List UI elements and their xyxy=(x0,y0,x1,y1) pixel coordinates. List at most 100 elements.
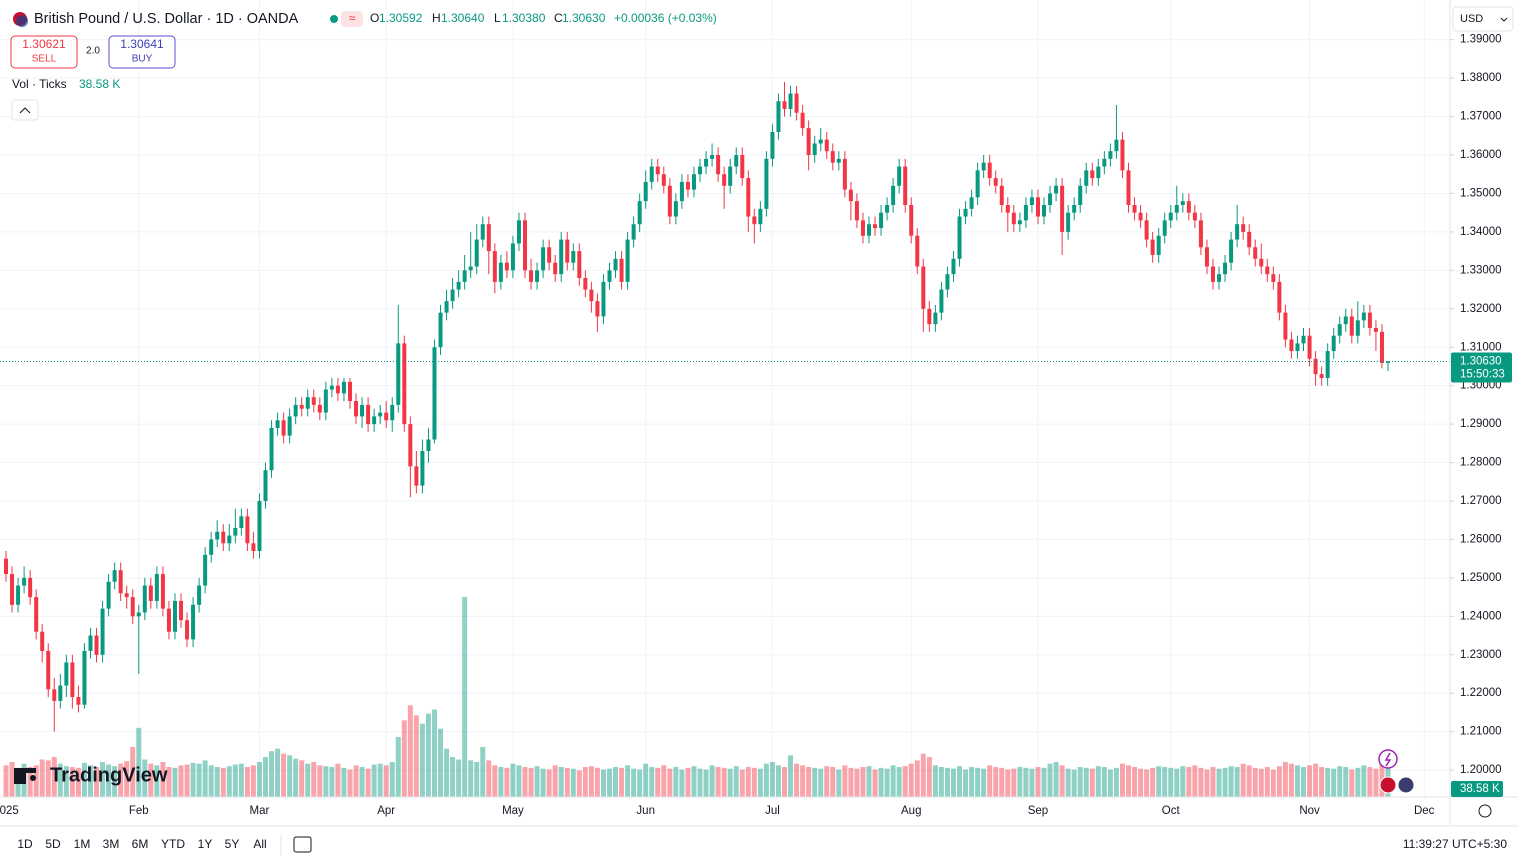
candle-body xyxy=(166,608,171,632)
candle-body xyxy=(939,289,944,313)
volume-bar xyxy=(184,764,190,797)
event-flag[interactable] xyxy=(1379,776,1397,794)
candle-body xyxy=(1241,224,1246,232)
volume-bar xyxy=(190,762,196,797)
currency-button[interactable] xyxy=(1452,6,1514,32)
candle-body xyxy=(764,158,769,209)
candle-body xyxy=(1042,204,1047,217)
date-range-icon[interactable] xyxy=(293,836,312,853)
range-button[interactable]: 5D xyxy=(45,837,61,851)
candle-body xyxy=(854,201,859,221)
volume-bar xyxy=(335,763,341,797)
volume-bar xyxy=(1071,769,1077,797)
volume-bar xyxy=(1270,769,1276,797)
candle-body xyxy=(263,470,268,501)
collapse-button[interactable] xyxy=(11,99,39,121)
candle-body xyxy=(10,574,15,605)
volume-bar xyxy=(1216,768,1222,797)
volume-legend: Vol · Ticks xyxy=(12,77,67,91)
candle-body xyxy=(842,158,847,190)
volume-bar xyxy=(1331,768,1337,797)
range-button[interactable]: 1M xyxy=(74,837,91,851)
candle-body xyxy=(1108,151,1113,159)
candle-body xyxy=(378,412,383,417)
range-button[interactable]: All xyxy=(253,837,266,851)
candle-body xyxy=(661,174,666,186)
candle-body xyxy=(1174,204,1179,213)
candle-body xyxy=(565,239,570,263)
candle-body xyxy=(94,635,99,655)
volume-bar xyxy=(896,767,902,797)
candle-body xyxy=(1271,274,1276,282)
volume-bar xyxy=(667,768,673,797)
candle-body xyxy=(595,301,600,317)
range-button[interactable]: 1D xyxy=(17,837,33,851)
data-badge[interactable] xyxy=(341,11,363,27)
volume-bar xyxy=(619,767,625,797)
candle-body xyxy=(154,574,159,601)
candle-body xyxy=(553,262,558,275)
candle-body xyxy=(136,612,141,617)
candle-body xyxy=(1247,231,1252,248)
range-button[interactable]: 1Y xyxy=(198,837,213,851)
candle-body xyxy=(649,166,654,182)
market-status[interactable] xyxy=(330,15,338,23)
candle-body xyxy=(444,301,449,313)
candle-body xyxy=(70,662,75,698)
volume-bar xyxy=(244,767,250,797)
candle-body xyxy=(1011,212,1016,225)
events-icon[interactable] xyxy=(1378,749,1398,769)
currency-caret xyxy=(1500,17,1508,22)
symbol-title[interactable]: British Pound / U.S. Dollar · 1D · OANDA xyxy=(34,11,299,27)
volume-bar xyxy=(196,763,202,797)
range-button[interactable]: 5Y xyxy=(225,837,240,851)
candle-body xyxy=(1054,185,1059,194)
candle-body xyxy=(1229,239,1234,263)
buy-button[interactable] xyxy=(108,35,176,69)
event-flag[interactable] xyxy=(1397,776,1415,794)
logo[interactable]: TradingView xyxy=(50,764,168,786)
clock[interactable]: 11:39:27 UTC+5:30 xyxy=(1403,837,1508,851)
volume-bar xyxy=(75,767,81,797)
volume-bar xyxy=(878,767,884,797)
volume-bar xyxy=(1041,767,1047,797)
sell-button[interactable] xyxy=(10,35,78,69)
volume-bar xyxy=(238,763,244,797)
events-icon xyxy=(1384,752,1392,767)
candle-body xyxy=(685,181,690,190)
candle-body xyxy=(758,208,763,225)
volume-bar xyxy=(299,760,305,797)
candle-body xyxy=(420,451,425,486)
range-button[interactable]: 6M xyxy=(132,837,149,851)
logo-mark xyxy=(30,775,36,781)
candle-body xyxy=(323,389,328,413)
volume-bar xyxy=(691,766,697,797)
volume-pane xyxy=(3,597,1391,797)
candle-body xyxy=(866,224,871,236)
candle-body xyxy=(1029,197,1034,205)
candle-body xyxy=(619,258,624,282)
candle-body xyxy=(903,166,908,205)
volume-bar xyxy=(389,762,395,797)
volume-bar xyxy=(1373,768,1379,797)
volume-bar xyxy=(522,767,528,797)
y-tick-label: 1.38000 xyxy=(1460,72,1502,84)
volume-bar xyxy=(1192,765,1198,797)
candle-body xyxy=(897,166,902,186)
y-tick-label: 1.33000 xyxy=(1460,264,1502,276)
volume-bar xyxy=(908,763,914,797)
volume-bar xyxy=(154,765,160,797)
volume-bar xyxy=(1168,767,1174,797)
volume-bar xyxy=(806,767,812,797)
candle-body xyxy=(1186,201,1191,213)
volume-bar xyxy=(582,767,588,797)
x-tick-label: Sep xyxy=(1028,805,1048,817)
candle-body xyxy=(909,204,914,236)
volume-bar xyxy=(854,768,860,797)
volume-bar xyxy=(1083,767,1089,797)
range-button[interactable]: YTD xyxy=(161,837,185,851)
range-button[interactable]: 3M xyxy=(103,837,120,851)
candle-body xyxy=(474,239,479,267)
settings-icon[interactable] xyxy=(1478,804,1492,818)
volume-bar xyxy=(727,768,733,797)
